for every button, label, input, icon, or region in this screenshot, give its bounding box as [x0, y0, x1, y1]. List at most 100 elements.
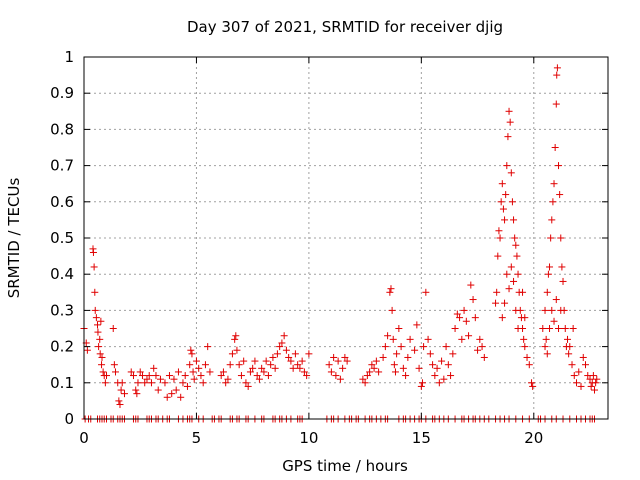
data-point: [260, 368, 268, 376]
data-point: [192, 357, 200, 365]
x-tick-label: 5: [192, 429, 202, 447]
data-point: [174, 368, 182, 376]
data-point: [170, 375, 178, 383]
data-point: [267, 361, 275, 369]
data-point: [381, 343, 389, 351]
y-tick-label: 0.1: [50, 374, 74, 392]
data-point: [262, 357, 270, 365]
data-point: [336, 375, 344, 383]
data-point: [568, 361, 576, 369]
data-point: [101, 379, 109, 387]
data-point: [462, 317, 470, 325]
data-point: [388, 306, 396, 314]
data-point: [551, 144, 559, 151]
data-point: [282, 346, 290, 354]
data-point: [133, 390, 141, 398]
y-tick-label: 0.3: [50, 301, 74, 319]
data-point: [99, 368, 107, 376]
data-points-layer: [80, 64, 601, 423]
data-point: [249, 364, 257, 372]
data-point: [465, 332, 473, 340]
data-point: [499, 205, 507, 213]
data-point: [375, 368, 383, 376]
data-point: [110, 361, 118, 369]
data-point: [94, 328, 102, 336]
data-point: [458, 335, 466, 343]
data-point: [97, 317, 105, 325]
data-point: [548, 216, 556, 224]
data-point: [89, 248, 97, 256]
data-point: [341, 353, 349, 361]
data-point: [226, 361, 234, 369]
data-point: [431, 372, 439, 380]
data-point: [278, 339, 286, 347]
data-point: [118, 379, 126, 387]
data-point: [152, 372, 160, 380]
data-point: [553, 64, 561, 72]
data-point: [199, 379, 207, 387]
data-point: [501, 216, 509, 224]
data-point: [521, 314, 529, 322]
data-point: [165, 372, 173, 380]
data-point: [557, 234, 565, 242]
data-point: [217, 372, 225, 380]
data-point: [253, 372, 261, 380]
data-point: [506, 118, 514, 126]
data-point: [91, 288, 99, 296]
data-point: [529, 382, 537, 390]
data-point: [168, 390, 176, 398]
data-point: [204, 343, 212, 351]
data-point: [187, 346, 195, 354]
data-point: [109, 325, 117, 332]
data-point: [550, 180, 558, 188]
data-point: [190, 375, 198, 383]
data-point: [117, 386, 125, 394]
data-point: [422, 288, 430, 296]
data-point: [161, 379, 169, 387]
data-point: [582, 361, 590, 369]
data-point: [507, 169, 515, 177]
data-point: [244, 382, 252, 390]
data-point: [467, 281, 475, 289]
data-point: [519, 288, 527, 296]
data-point: [507, 263, 515, 271]
data-point: [444, 361, 452, 369]
data-point: [386, 288, 394, 296]
data-point: [549, 198, 557, 206]
data-point: [510, 216, 518, 224]
data-point: [231, 335, 239, 343]
data-point: [343, 357, 351, 365]
data-point: [300, 368, 308, 376]
data-point: [492, 299, 500, 307]
data-point: [415, 364, 423, 372]
data-point: [514, 270, 522, 278]
data-point: [379, 353, 387, 361]
data-point: [447, 372, 455, 380]
data-point: [561, 325, 569, 332]
data-point: [592, 379, 600, 387]
data-point: [197, 372, 205, 380]
data-point: [471, 314, 479, 322]
chart-title: Day 307 of 2021, SRMTID for receiver dji…: [187, 18, 503, 36]
data-point: [413, 321, 421, 329]
data-point: [303, 372, 311, 380]
data-point: [116, 401, 124, 409]
data-point: [449, 350, 457, 358]
data-point: [577, 382, 585, 390]
data-point: [83, 346, 91, 354]
data-point: [503, 162, 511, 170]
data-point: [95, 343, 103, 351]
data-point: [156, 375, 164, 383]
y-tick-label: 0.5: [50, 229, 74, 247]
data-point: [424, 335, 432, 343]
data-point: [478, 343, 486, 351]
data-point: [242, 379, 250, 387]
data-point: [141, 379, 149, 387]
data-point: [429, 361, 437, 369]
data-point: [440, 375, 448, 383]
data-point: [222, 379, 230, 387]
data-point: [442, 343, 450, 351]
data-point: [395, 325, 403, 332]
data-point: [96, 335, 104, 343]
data-point: [543, 350, 551, 358]
